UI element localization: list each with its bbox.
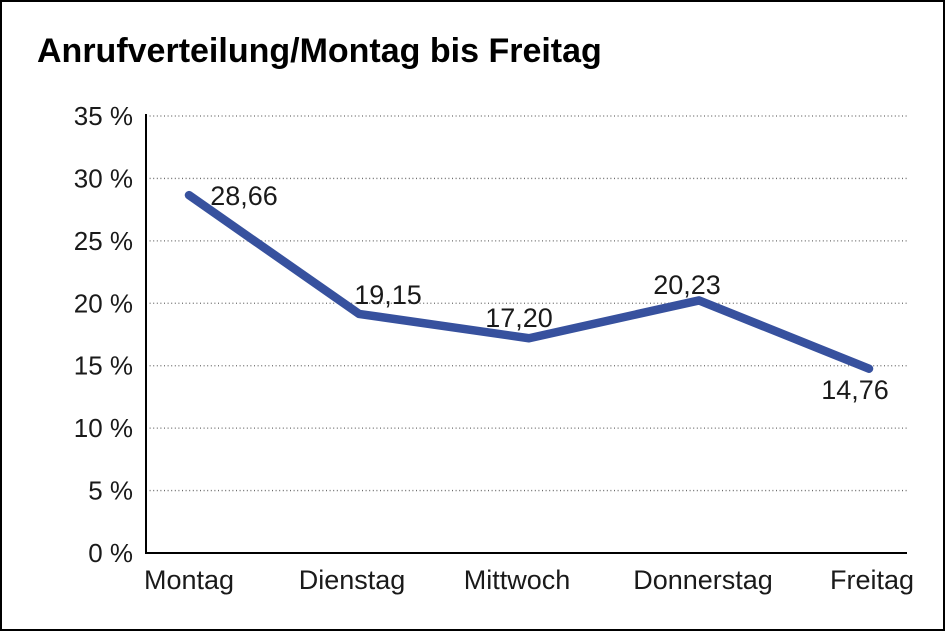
chart-title: Anrufverteilung/Montag bis Freitag xyxy=(37,32,602,70)
data-label: 20,23 xyxy=(653,270,721,300)
data-label: 19,15 xyxy=(354,280,422,310)
x-category-label: Donnerstag xyxy=(633,565,773,595)
y-tick-label: 15 % xyxy=(74,351,133,381)
y-tick-label: 20 % xyxy=(74,288,133,318)
series-line xyxy=(184,190,874,373)
x-category-label: Montag xyxy=(144,565,234,595)
y-tick-label: 35 % xyxy=(74,101,133,131)
y-tick-label: 30 % xyxy=(74,163,133,193)
x-category-label: Freitag xyxy=(830,565,914,595)
y-tick-label: 5 % xyxy=(88,476,133,506)
x-category-label: Mittwoch xyxy=(464,565,571,595)
data-label: 14,76 xyxy=(821,375,889,405)
x-category-label: Dienstag xyxy=(299,565,406,595)
data-label: 17,20 xyxy=(485,303,553,333)
data-label: 28,66 xyxy=(210,181,278,211)
y-tick-label: 10 % xyxy=(74,413,133,443)
y-tick-label: 25 % xyxy=(74,226,133,256)
y-tick-label: 0 % xyxy=(88,538,133,568)
